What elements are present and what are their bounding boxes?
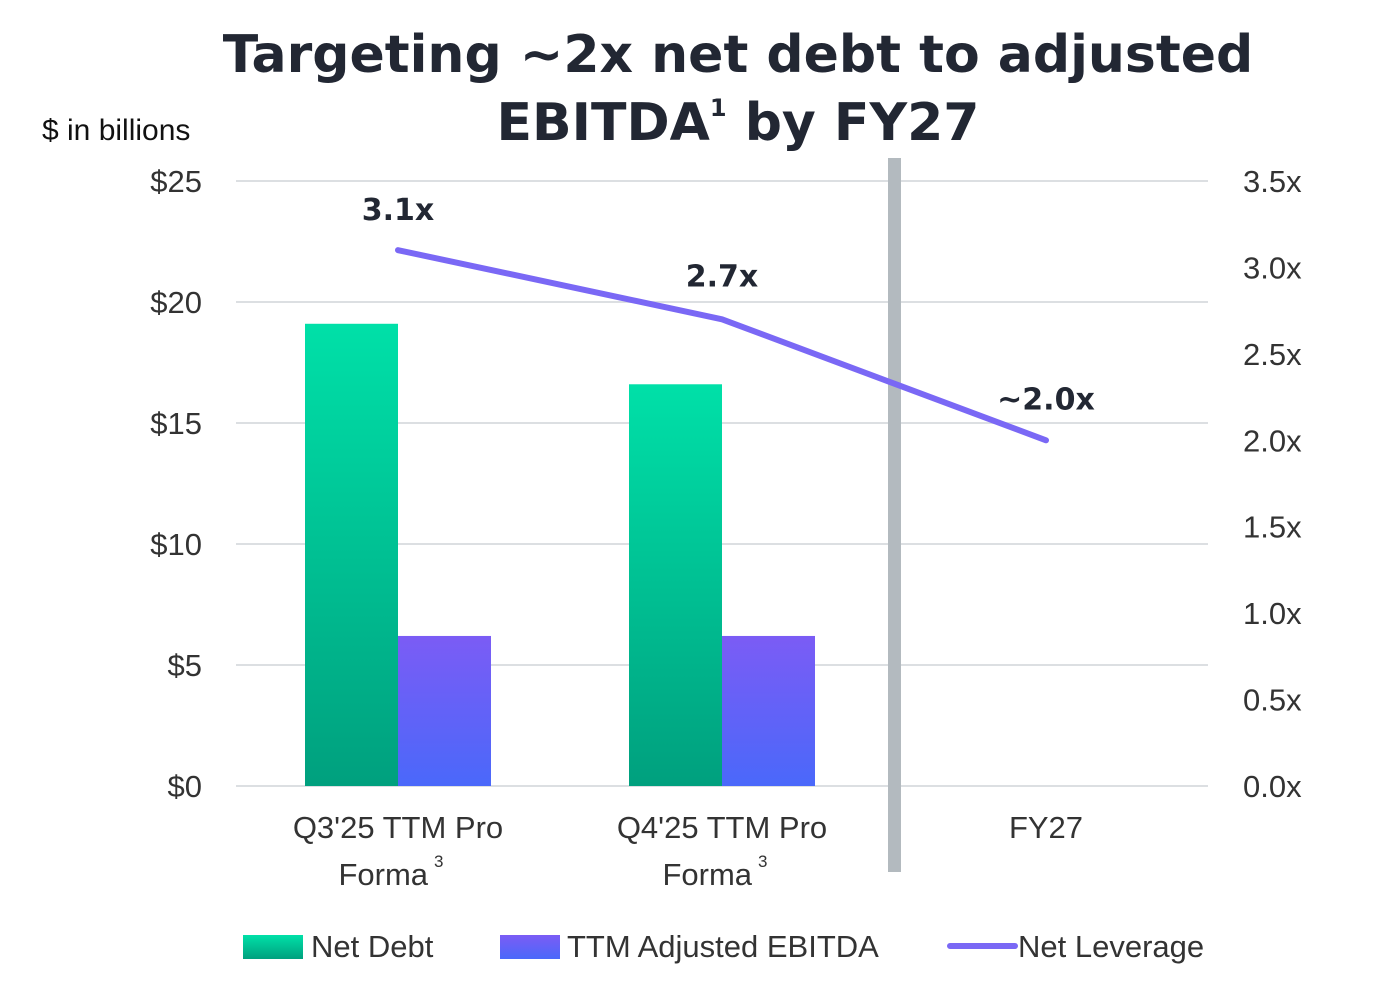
net-leverage-line (395, 247, 1049, 444)
right-axis-ticks: 0.0x 0.5x 1.0x 1.5x 2.0x 2.5x 3.0x 3.5x (1243, 164, 1302, 804)
bar-net-debt (305, 323, 398, 786)
y-tick-label: $10 (150, 527, 202, 562)
y-tick-label: $0 (168, 769, 202, 804)
legend-label-net-leverage: Net Leverage (1018, 929, 1204, 964)
category-label: Q4'25 TTM Pro (617, 810, 827, 845)
category-label-line2: Forma 3 (662, 852, 767, 892)
category-label: FY27 (1009, 810, 1083, 845)
y2-tick-label: 0.0x (1243, 769, 1302, 804)
title-superscript: 1 (710, 94, 727, 122)
y2-tick-label: 2.5x (1243, 337, 1302, 372)
y2-tick-label: 2.0x (1243, 423, 1302, 458)
category-label-line2: Forma 3 (338, 852, 443, 892)
data-label-net-leverage: 3.1x (362, 193, 435, 228)
leverage-data-labels: 3.1x 2.7x ~2.0x (362, 193, 1095, 417)
y2-tick-label: 1.0x (1243, 596, 1302, 631)
y-tick-label: $20 (150, 285, 202, 320)
y-tick-label: $15 (150, 406, 202, 441)
bar-ttm-adjusted-ebitda (398, 635, 491, 786)
y2-tick-label: 3.0x (1243, 250, 1302, 285)
category-labels: Q3'25 TTM Pro Forma 3 Q4'25 TTM Pro Forma 3 FY… (293, 810, 1083, 892)
legend-label-net-debt: Net Debt (311, 929, 434, 964)
bar-ttm-adjusted-ebitda (722, 635, 815, 786)
y2-tick-label: 1.5x (1243, 510, 1302, 545)
legend-swatch-net-debt (243, 935, 303, 959)
left-axis-ticks: $0 $5 $10 $15 $20 $25 (150, 164, 202, 804)
bar-net-debt (629, 384, 722, 786)
bars (305, 323, 815, 786)
data-label-net-leverage: 2.7x (686, 259, 759, 294)
category-superscript: 3 (434, 852, 443, 871)
chart-title-line1: Targeting ~2x net debt to adjusted (223, 25, 1253, 85)
category-label: Q3'25 TTM Pro (293, 810, 503, 845)
forecast-divider (888, 158, 901, 872)
chart-title-line2: EBITDA1 by FY27 (497, 93, 980, 153)
legend: Net Debt TTM Adjusted EBITDA Net Leverag… (243, 929, 1204, 964)
category-superscript: 3 (758, 852, 767, 871)
y2-tick-label: 3.5x (1243, 164, 1302, 199)
net-leverage-series (395, 247, 1049, 444)
y-tick-label: $25 (150, 164, 202, 199)
y2-tick-label: 0.5x (1243, 683, 1302, 718)
data-label-net-leverage: ~2.0x (997, 382, 1095, 417)
y-tick-label: $5 (168, 648, 202, 683)
legend-label-ttm-adjusted-ebitda: TTM Adjusted EBITDA (567, 929, 879, 964)
legend-swatch-ttm-adjusted-ebitda (500, 935, 560, 959)
y-axis-unit-label: $ in billions (42, 114, 190, 147)
